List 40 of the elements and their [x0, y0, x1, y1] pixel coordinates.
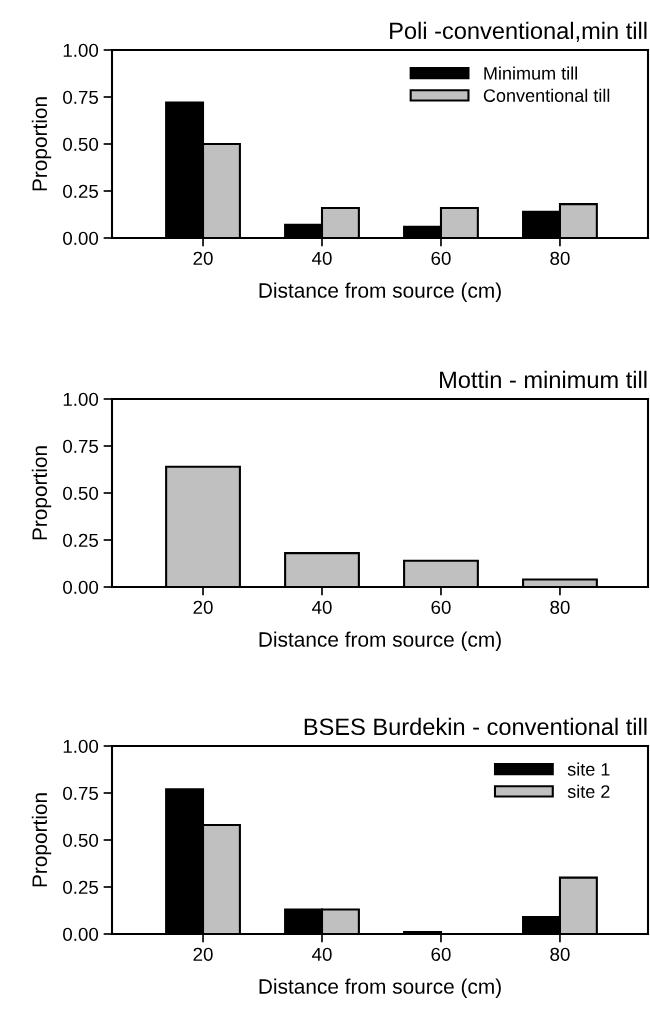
x-tick-label: 80 [550, 251, 570, 265]
chart-title: BSES Burdekin - conventional till [304, 717, 647, 736]
y-axis-title: Proportion [31, 793, 52, 887]
x-tick-label: 60 [431, 947, 451, 961]
x-axis-title: Distance from source (cm) [259, 631, 501, 651]
x-axis-title: Distance from source (cm) [259, 978, 501, 998]
y-tick-label: 0.75 [63, 439, 99, 453]
y-tick-label: 0.50 [63, 486, 99, 500]
x-tick-label: 40 [312, 251, 332, 265]
legend-label: Conventional till [483, 88, 610, 102]
x-tick-label: 20 [193, 947, 213, 961]
legend-label: site 2 [567, 784, 610, 798]
y-tick-label: 0.75 [63, 90, 99, 104]
chart-title: Poli -conventional,min till [390, 21, 647, 42]
x-tick-label: 60 [431, 251, 451, 265]
x-tick-label: 80 [550, 947, 570, 961]
y-tick-label: 0.00 [63, 580, 99, 594]
y-tick-label: 0.25 [63, 880, 99, 894]
chart-title: Mottin - minimum till [440, 370, 647, 389]
y-tick-label: 0.25 [63, 184, 99, 198]
legend-label: Minimum till [484, 66, 577, 80]
legend-label: site 1 [567, 762, 610, 776]
y-tick-label: 1.00 [63, 739, 99, 753]
y-tick-label: 0.50 [63, 137, 99, 151]
y-tick-label: 1.00 [63, 43, 99, 57]
y-tick-label: 0.25 [63, 533, 99, 547]
y-axis-title: Proportion [31, 97, 52, 191]
y-tick-label: 0.50 [63, 833, 99, 847]
x-tick-label: 20 [193, 251, 213, 265]
x-tick-label: 20 [193, 600, 213, 614]
y-tick-label: 1.00 [63, 392, 99, 406]
y-tick-label: 0.00 [63, 927, 99, 941]
y-tick-label: 0.00 [63, 231, 99, 245]
x-tick-label: 60 [431, 600, 451, 614]
x-tick-label: 80 [550, 600, 570, 614]
y-tick-label: 0.75 [63, 786, 99, 800]
x-axis-title: Distance from source (cm) [259, 282, 501, 302]
x-tick-label: 40 [312, 947, 332, 961]
x-tick-label: 40 [312, 600, 332, 614]
y-axis-title: Proportion [31, 446, 52, 540]
